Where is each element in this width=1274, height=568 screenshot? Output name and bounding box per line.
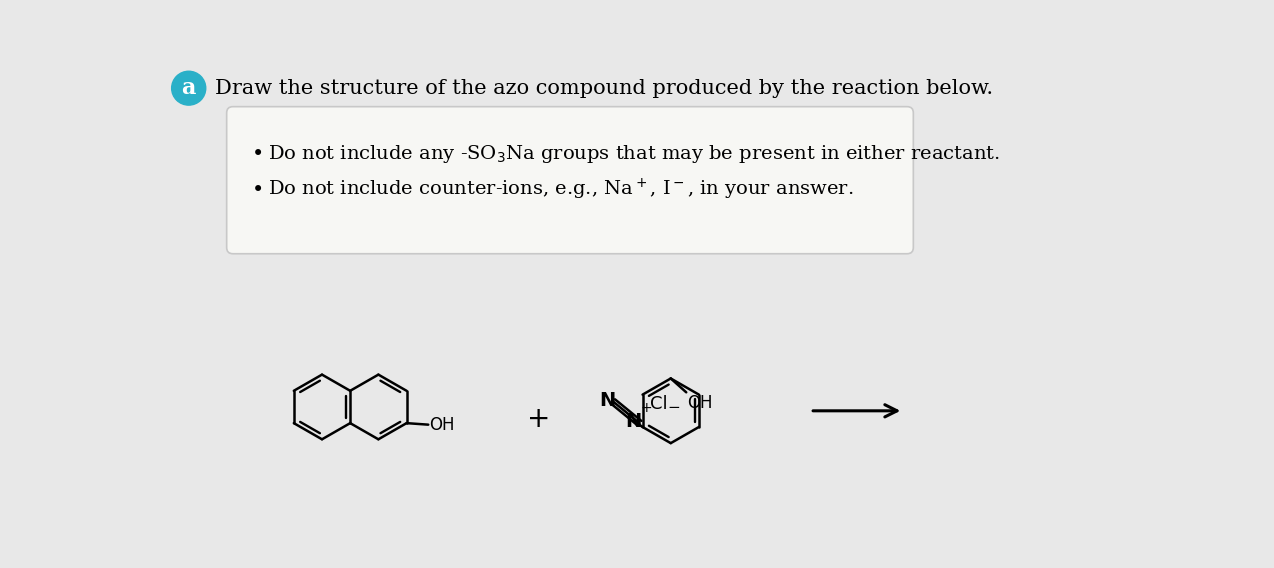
Text: Cl: Cl	[650, 395, 668, 413]
Text: a: a	[181, 77, 196, 99]
Text: −: −	[668, 400, 680, 415]
Text: •: •	[252, 180, 265, 200]
Circle shape	[172, 71, 205, 105]
Text: OH: OH	[429, 416, 455, 435]
Text: N: N	[626, 412, 641, 431]
Text: N: N	[599, 391, 615, 410]
Text: •: •	[252, 144, 265, 164]
Text: +: +	[527, 404, 550, 432]
Text: OH: OH	[687, 394, 712, 412]
Text: Do not include counter-ions, e.g., Na$^+$, I$^-$, in your answer.: Do not include counter-ions, e.g., Na$^+…	[268, 177, 854, 202]
FancyBboxPatch shape	[227, 107, 913, 254]
Text: Draw the structure of the azo compound produced by the reaction below.: Draw the structure of the azo compound p…	[215, 79, 994, 98]
Text: +: +	[641, 400, 652, 415]
Text: Do not include any -SO$_3$Na groups that may be present in either reactant.: Do not include any -SO$_3$Na groups that…	[268, 143, 1000, 165]
